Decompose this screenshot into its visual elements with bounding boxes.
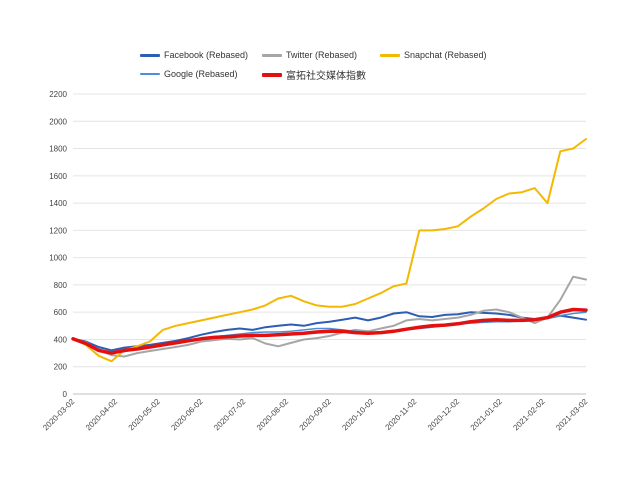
y-tick-labels: 0 200 400 600 800 1000 1200 1400 1600 1800 2000 220… (49, 90, 67, 399)
legend-swatch-snapchat (380, 53, 400, 57)
series-line-2 (72, 138, 587, 363)
y-tick-label: 400 (54, 335, 68, 344)
y-tick-label: 1000 (49, 254, 67, 263)
y-tick-label: 1400 (49, 199, 67, 208)
y-tick-label: 0 (63, 390, 68, 399)
y-tick-label: 600 (54, 308, 68, 317)
gridlines (73, 93, 586, 395)
x-tick-label: 2020-10-02 (340, 397, 376, 433)
series-line-0 (72, 311, 587, 352)
x-tick-label: 2020-06-02 (169, 397, 205, 433)
x-tick-label: 2020-12-02 (426, 397, 462, 433)
legend-swatch-facebook (140, 53, 160, 57)
x-tick-label: 2020-05-02 (127, 397, 163, 433)
series-line-1 (72, 275, 587, 358)
x-tick-label: 2020-03-02 (41, 397, 77, 433)
legend-item-google: Google (Rebased) (140, 69, 238, 79)
y-tick-label: 800 (54, 281, 68, 290)
x-tick-label: 2020-09-02 (298, 397, 334, 433)
legend-label-facebook: Facebook (Rebased) (164, 50, 249, 60)
legend-swatch-google (140, 73, 160, 75)
legend-item-snapchat: Snapchat (Rebased) (380, 50, 487, 60)
x-tick-labels: 2020-03-02 2020-04-02 2020-05-02 2020-06-02… (41, 397, 590, 433)
x-tick-label: 2021-02-02 (511, 397, 547, 433)
legend-label-snapchat: Snapchat (Rebased) (404, 50, 487, 60)
legend-label-google: Google (Rebased) (164, 69, 238, 79)
series-lines (71, 138, 588, 363)
x-tick-label: 2021-03-02 (554, 397, 590, 433)
x-tick-label: 2021-01-02 (469, 397, 505, 433)
legend-label-twitter: Twitter (Rebased) (286, 50, 358, 60)
y-tick-label: 2000 (49, 117, 67, 126)
legend-swatch-twitter (262, 53, 282, 57)
legend-label-index: 富拓社交媒体指數 (286, 71, 366, 82)
legend-item-twitter: Twitter (Rebased) (262, 50, 357, 60)
y-tick-label: 1800 (49, 145, 67, 154)
legend-item-facebook: Facebook (Rebased) (140, 50, 248, 60)
legend-swatch-index (262, 72, 282, 77)
x-tick-label: 2020-08-02 (255, 397, 291, 433)
x-tick-label: 2020-07-02 (212, 397, 248, 433)
y-tick-label: 200 (54, 363, 68, 372)
x-tick-label: 2020-04-02 (84, 397, 120, 433)
y-tick-label: 1200 (49, 226, 67, 235)
series-line-4 (71, 307, 588, 355)
x-tick-label: 2020-11-02 (384, 397, 419, 432)
legend-item-index: 富拓社交媒体指數 (262, 67, 366, 82)
y-tick-label: 1600 (49, 172, 67, 181)
y-tick-label: 2200 (49, 90, 67, 99)
